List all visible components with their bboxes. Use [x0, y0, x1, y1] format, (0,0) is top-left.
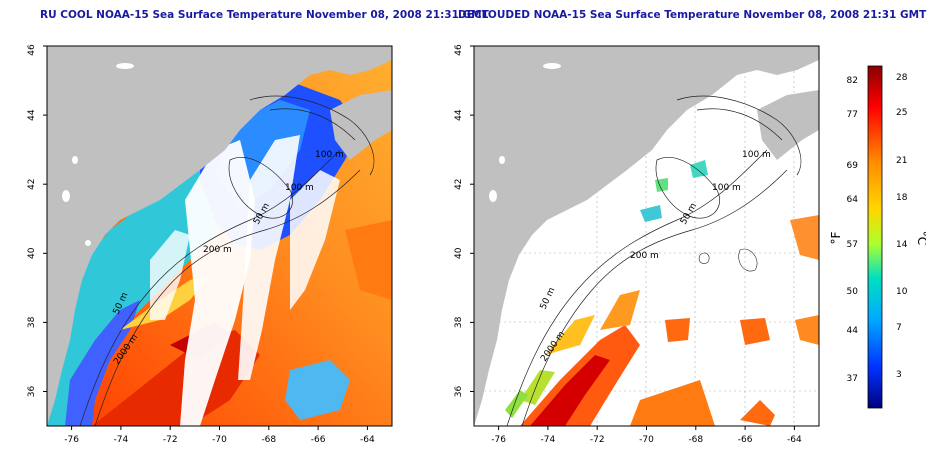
fahrenheit-tick: 37: [847, 374, 858, 384]
lon-tick-label: -66: [738, 435, 753, 445]
right-lon-ticks: -76 -74 -72 -70 -68 -66 -64: [491, 426, 802, 445]
lon-tick-label: -74: [114, 435, 129, 445]
lon-tick-label: -68: [688, 435, 703, 445]
right-sst-map: 100 m 100 m 50 m 200 m 50 m 2000 m -76 -…: [454, 44, 820, 445]
celsius-tick: 28: [896, 73, 908, 83]
contour-label: 100 m: [712, 183, 741, 193]
fahrenheit-tick: 57: [847, 240, 858, 250]
lon-tick-label: -64: [360, 435, 375, 445]
celsius-tick: 10: [896, 287, 908, 297]
celsius-tick: 7: [896, 323, 902, 333]
lon-tick-label: -74: [541, 435, 556, 445]
fahrenheit-tick: 77: [847, 110, 858, 120]
lat-tick-label: 38: [27, 316, 37, 328]
lat-tick-label: 44: [27, 109, 37, 121]
left-panel-title: RU COOL NOAA-15 Sea Surface Temperature …: [40, 9, 489, 21]
right-lat-ticks: 36 38 40 42 44 46: [454, 44, 474, 397]
celsius-tick: 21: [896, 156, 907, 166]
celsius-tick: 14: [896, 240, 908, 250]
colorbar-gradient: [867, 65, 883, 409]
lon-tick-label: -76: [491, 435, 506, 445]
celsius-tick: 18: [896, 193, 908, 203]
lon-tick-label: -66: [311, 435, 326, 445]
celsius-tick: 3: [896, 370, 902, 380]
lat-tick-label: 42: [454, 178, 464, 189]
contour-label: 100 m: [285, 183, 314, 193]
lat-tick-label: 40: [454, 247, 464, 259]
fahrenheit-tick: 64: [847, 195, 859, 205]
contour-label: 100 m: [742, 150, 771, 160]
temperature-colorbar: 82 77 69 64 57 50 44 37 28 25 21 18 14 1…: [829, 65, 926, 409]
celsius-tick: 25: [896, 108, 907, 118]
fahrenheit-tick: 50: [847, 287, 859, 297]
lat-tick-label: 42: [27, 178, 37, 189]
lat-tick-label: 38: [454, 316, 464, 328]
fahrenheit-tick: 82: [847, 76, 858, 86]
lon-tick-label: -72: [590, 435, 605, 445]
fahrenheit-unit-label: °F: [829, 231, 843, 244]
lat-tick-label: 40: [27, 247, 37, 259]
lon-tick-label: -72: [163, 435, 178, 445]
lat-tick-label: 36: [27, 386, 37, 398]
left-lat-ticks: 36 38 40 42 44 46: [27, 44, 47, 397]
lat-tick-label: 46: [27, 44, 37, 56]
lon-tick-label: -70: [212, 435, 227, 445]
lat-tick-label: 44: [454, 109, 464, 121]
fahrenheit-tick: 69: [847, 161, 859, 171]
contour-label: 200 m: [630, 251, 659, 261]
right-panel-title: DECLOUDED NOAA-15 Sea Surface Temperatur…: [458, 9, 927, 21]
lon-tick-label: -76: [64, 435, 79, 445]
lon-tick-label: -70: [639, 435, 654, 445]
celsius-unit-label: °C: [915, 231, 926, 245]
fahrenheit-tick: 44: [847, 326, 859, 336]
left-lon-ticks: -76 -74 -72 -70 -68 -66 -64: [64, 426, 375, 445]
lon-tick-label: -68: [261, 435, 276, 445]
contour-label: 200 m: [203, 245, 232, 255]
lon-tick-label: -64: [787, 435, 802, 445]
lat-tick-label: 46: [454, 44, 464, 56]
contour-label: 100 m: [315, 150, 344, 160]
lat-tick-label: 36: [454, 386, 464, 398]
left-sst-map: 100 m 100 m 50 m 200 m 50 m 2000 m -76 -…: [27, 44, 393, 445]
